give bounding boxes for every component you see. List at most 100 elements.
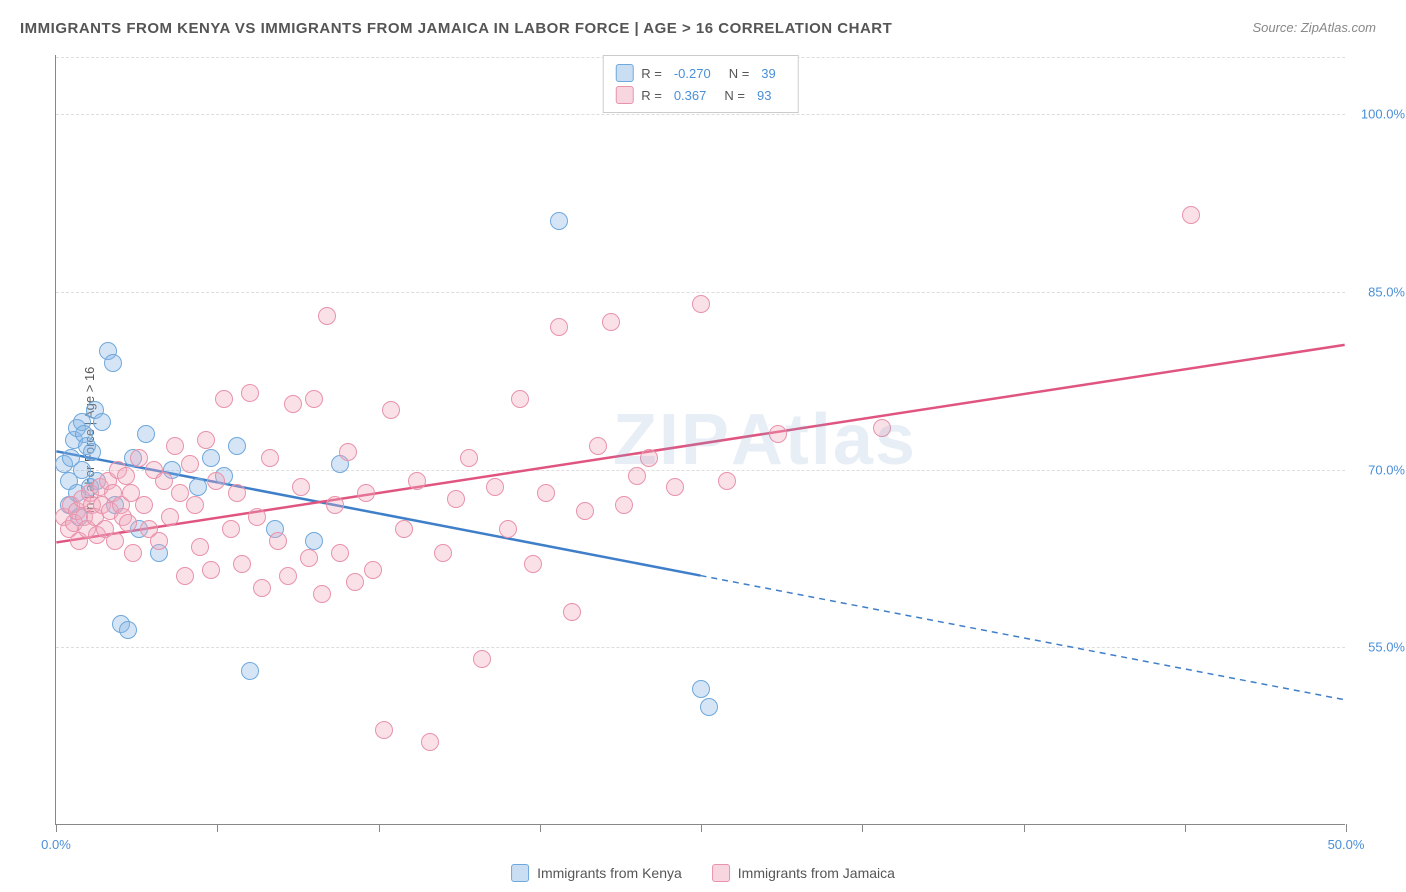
scatter-point-jamaica bbox=[233, 555, 251, 573]
scatter-point-jamaica bbox=[499, 520, 517, 538]
scatter-point-jamaica bbox=[589, 437, 607, 455]
scatter-point-jamaica bbox=[202, 561, 220, 579]
scatter-point-jamaica bbox=[769, 425, 787, 443]
scatter-point-jamaica bbox=[279, 567, 297, 585]
scatter-point-jamaica bbox=[473, 650, 491, 668]
scatter-point-jamaica bbox=[292, 478, 310, 496]
ytick-label: 85.0% bbox=[1368, 284, 1405, 299]
scatter-point-jamaica bbox=[666, 478, 684, 496]
scatter-point-jamaica bbox=[197, 431, 215, 449]
scatter-point-jamaica bbox=[191, 538, 209, 556]
scatter-point-kenya bbox=[73, 461, 91, 479]
scatter-point-jamaica bbox=[640, 449, 658, 467]
scatter-point-jamaica bbox=[106, 532, 124, 550]
scatter-point-jamaica bbox=[228, 484, 246, 502]
scatter-point-jamaica bbox=[364, 561, 382, 579]
scatter-point-jamaica bbox=[339, 443, 357, 461]
scatter-point-jamaica bbox=[511, 390, 529, 408]
scatter-point-jamaica bbox=[176, 567, 194, 585]
scatter-point-jamaica bbox=[576, 502, 594, 520]
scatter-point-jamaica bbox=[300, 549, 318, 567]
scatter-point-jamaica bbox=[447, 490, 465, 508]
scatter-point-jamaica bbox=[166, 437, 184, 455]
scatter-point-jamaica bbox=[124, 544, 142, 562]
scatter-point-jamaica bbox=[261, 449, 279, 467]
scatter-point-jamaica bbox=[269, 532, 287, 550]
legend-swatch-jamaica-icon bbox=[712, 864, 730, 882]
ytick-label: 70.0% bbox=[1368, 462, 1405, 477]
r-label: R = bbox=[641, 88, 662, 103]
watermark: ZIPAtlas bbox=[613, 399, 917, 481]
legend-swatch-kenya-icon bbox=[511, 864, 529, 882]
scatter-point-kenya bbox=[137, 425, 155, 443]
scatter-point-jamaica bbox=[615, 496, 633, 514]
xtick-label: 0.0% bbox=[41, 837, 71, 852]
r-label: R = bbox=[641, 66, 662, 81]
scatter-point-jamaica bbox=[563, 603, 581, 621]
scatter-point-kenya bbox=[83, 443, 101, 461]
r-value-jamaica: 0.367 bbox=[674, 88, 707, 103]
legend-label-kenya: Immigrants from Kenya bbox=[537, 865, 682, 881]
n-label: N = bbox=[724, 88, 745, 103]
scatter-point-kenya bbox=[104, 354, 122, 372]
scatter-point-jamaica bbox=[331, 544, 349, 562]
scatter-point-jamaica bbox=[718, 472, 736, 490]
scatter-point-jamaica bbox=[284, 395, 302, 413]
scatter-point-jamaica bbox=[628, 467, 646, 485]
scatter-point-jamaica bbox=[222, 520, 240, 538]
ytick-label: 55.0% bbox=[1368, 640, 1405, 655]
scatter-point-jamaica bbox=[155, 472, 173, 490]
legend-swatch-kenya bbox=[615, 64, 633, 82]
scatter-point-kenya bbox=[119, 621, 137, 639]
scatter-point-jamaica bbox=[382, 401, 400, 419]
scatter-point-jamaica bbox=[537, 484, 555, 502]
r-value-kenya: -0.270 bbox=[674, 66, 711, 81]
legend-swatch-jamaica bbox=[615, 86, 633, 104]
n-label: N = bbox=[729, 66, 750, 81]
scatter-point-kenya bbox=[241, 662, 259, 680]
scatter-point-jamaica bbox=[434, 544, 452, 562]
scatter-point-jamaica bbox=[215, 390, 233, 408]
scatter-point-jamaica bbox=[241, 384, 259, 402]
watermark-suffix: Atlas bbox=[731, 400, 917, 480]
scatter-point-jamaica bbox=[692, 295, 710, 313]
scatter-point-jamaica bbox=[524, 555, 542, 573]
legend-item-jamaica: Immigrants from Jamaica bbox=[712, 864, 895, 882]
scatter-point-jamaica bbox=[326, 496, 344, 514]
legend-stats-box: R = -0.270 N = 39 R = 0.367 N = 93 bbox=[602, 55, 799, 113]
scatter-point-kenya bbox=[228, 437, 246, 455]
scatter-point-jamaica bbox=[421, 733, 439, 751]
scatter-point-jamaica bbox=[408, 472, 426, 490]
scatter-point-jamaica bbox=[602, 313, 620, 331]
scatter-point-jamaica bbox=[357, 484, 375, 502]
scatter-point-kenya bbox=[550, 212, 568, 230]
scatter-point-kenya bbox=[202, 449, 220, 467]
ytick-label: 100.0% bbox=[1361, 107, 1405, 122]
scatter-point-jamaica bbox=[135, 496, 153, 514]
legend-label-jamaica: Immigrants from Jamaica bbox=[738, 865, 895, 881]
scatter-point-jamaica bbox=[346, 573, 364, 591]
scatter-point-jamaica bbox=[486, 478, 504, 496]
scatter-point-jamaica bbox=[1182, 206, 1200, 224]
scatter-point-jamaica bbox=[550, 318, 568, 336]
legend-stats-row-kenya: R = -0.270 N = 39 bbox=[615, 62, 786, 84]
chart-plot-area: In Labor Force | Age > 16 55.0%70.0%85.0… bbox=[55, 55, 1345, 825]
scatter-point-kenya bbox=[305, 532, 323, 550]
scatter-point-jamaica bbox=[248, 508, 266, 526]
scatter-point-jamaica bbox=[207, 472, 225, 490]
n-value-kenya: 39 bbox=[761, 66, 775, 81]
scatter-point-jamaica bbox=[161, 508, 179, 526]
scatter-point-jamaica bbox=[460, 449, 478, 467]
scatter-point-jamaica bbox=[186, 496, 204, 514]
legend-stats-row-jamaica: R = 0.367 N = 93 bbox=[615, 84, 786, 106]
xtick-label: 50.0% bbox=[1328, 837, 1365, 852]
scatter-point-jamaica bbox=[253, 579, 271, 597]
scatter-point-jamaica bbox=[119, 514, 137, 532]
scatter-point-jamaica bbox=[117, 467, 135, 485]
scatter-point-jamaica bbox=[150, 532, 168, 550]
scatter-point-jamaica bbox=[873, 419, 891, 437]
scatter-point-jamaica bbox=[171, 484, 189, 502]
legend-item-kenya: Immigrants from Kenya bbox=[511, 864, 682, 882]
scatter-point-jamaica bbox=[395, 520, 413, 538]
legend-bottom: Immigrants from Kenya Immigrants from Ja… bbox=[511, 864, 895, 882]
